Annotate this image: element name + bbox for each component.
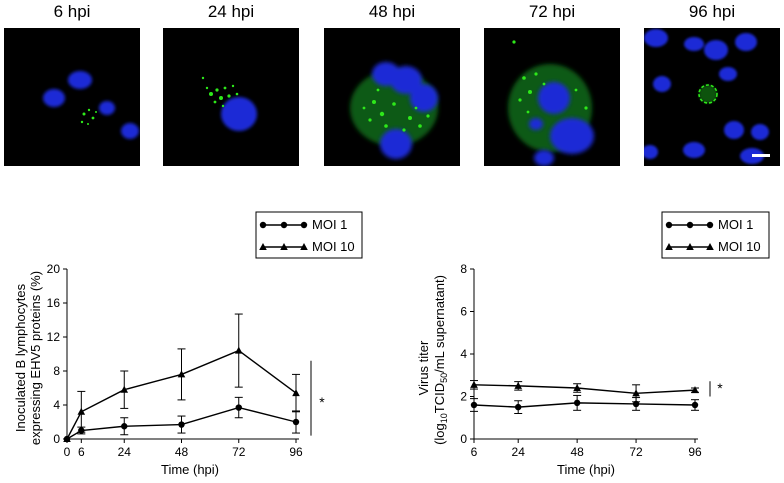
chart1-y-tick-label-1: 2: [460, 390, 467, 404]
chart1-point-0-1: [515, 403, 522, 411]
panel-title-48hpi: 48 hpi: [368, 2, 416, 21]
chart1-y-tick-label-2: 4: [460, 347, 467, 361]
chart1-y-tick-label-4: 8: [460, 262, 467, 276]
right-y-axis-label-open: (log: [432, 423, 447, 445]
chart1-point-1-1: [514, 381, 522, 389]
scale-bar: [752, 154, 770, 157]
chart0-x-tick-label-3: 48: [175, 445, 189, 459]
chart1-x-tick-label-1: 24: [512, 445, 526, 459]
chart0-point-1-0: [63, 435, 71, 442]
chart0-point-1-5: [292, 389, 300, 397]
chart1-point-1-2: [573, 384, 581, 391]
right-y-axis-label-sub2: 50: [439, 373, 449, 383]
left-legend-marker-moi1-1: [280, 221, 288, 229]
right-legend-marker-moi10-2: [706, 243, 714, 250]
right-legend-box: [661, 211, 770, 259]
right-y-axis-label-line2: (log10TCID50/mL supernatant): [432, 275, 449, 445]
right-legend-label-moi10: MOI 10: [718, 239, 761, 254]
right-legend-marker-moi1-1: [686, 221, 694, 229]
micrograph-48hpi: [324, 28, 460, 166]
chart0-point-0-4: [235, 404, 242, 411]
left-legend-label-moi1: MOI 1: [312, 217, 347, 232]
chart1-series-moi10: [470, 380, 699, 403]
right-x-axis-label: Time (hpi): [557, 462, 615, 477]
chart1-point-0-0: [470, 401, 478, 409]
chart0-x-tick-label-1: 6: [78, 445, 85, 459]
micrograph-24hpi: [163, 28, 299, 166]
micrograph-72hpi: [484, 28, 620, 166]
chart0-y-tick-label-3: 12: [47, 330, 61, 344]
chart0-point-1-4: [234, 346, 243, 354]
micrograph-6hpi: [4, 28, 140, 166]
right-y-axis-label-close: /mL supernatant): [432, 275, 447, 373]
left-legend-marker-moi1-2: [300, 221, 308, 229]
panel-title-72hpi: 72 hpi: [528, 2, 576, 21]
left-legend-marker-moi10-1: [280, 243, 288, 250]
left-legend-marker-moi10-0: [259, 243, 267, 250]
right-y-axis-label-sub1: 10: [439, 413, 449, 423]
left-legend: MOI 1 MOI 10: [255, 211, 363, 259]
chart1-x-tick-label-4: 96: [688, 445, 702, 459]
right-significance-marker: *: [717, 380, 723, 396]
chart0-point-0-2: [121, 423, 128, 430]
left-x-axis-label: Time (hpi): [161, 462, 219, 477]
chart0-series-line-1: [66, 349, 297, 440]
chart0-y-tick-label-4: 16: [47, 296, 61, 310]
chart1-x-tick-label-0: 6: [471, 445, 478, 459]
chart1-point-0-3: [632, 400, 640, 408]
chart1-x-tick-label-2: 48: [570, 445, 584, 459]
chart1-point-1-0: [470, 380, 478, 388]
panel-title-24hpi: 24 hpi: [207, 2, 255, 21]
chart0-point-1-3: [177, 370, 186, 378]
right-legend-marker-moi10-1: [686, 243, 694, 250]
chart0-x-tick-label-0: 0: [64, 445, 71, 459]
left-legend-marker-moi10-2: [300, 243, 308, 250]
right-legend-marker-moi10-0: [665, 243, 673, 250]
chart1-point-1-4: [691, 386, 699, 394]
panel-title-6hpi: 6 hpi: [53, 2, 91, 21]
chart0-x-tick-label-4: 72: [232, 445, 246, 459]
left-legend-marker-moi1-0: [259, 221, 267, 229]
chart0-y-tick-label-0: 0: [53, 432, 60, 446]
chart1-series-line-0: [473, 402, 696, 408]
chart0-y-tick-label-5: 20: [47, 262, 61, 276]
panel-title-96hpi: 96 hpi: [688, 2, 736, 21]
right-legend: MOI 1 MOI 10: [661, 211, 770, 259]
chart1-y-tick-label-0: 0: [460, 432, 467, 446]
chart1-point-1-3: [632, 389, 640, 397]
chart0-series-moi10: [63, 313, 300, 442]
chart1-point-0-2: [573, 399, 581, 407]
chart1-y-tick-label-3: 6: [460, 305, 467, 319]
right-legend-label-moi1: MOI 1: [718, 217, 753, 232]
right-legend-marker-moi1-2: [706, 221, 714, 229]
left-y-axis-label-line2: expressing EHV5 proteins (%): [28, 271, 43, 445]
right-legend-marker-moi1-0: [665, 221, 673, 229]
chart0-x-tick-label-5: 96: [289, 445, 303, 459]
chart1-series-line-1: [473, 384, 696, 395]
chart1-series-moi1: [470, 394, 699, 414]
chart0-point-0-5: [292, 418, 300, 426]
right-y-axis-label-line1: Virus titer: [416, 340, 431, 395]
chart0-x-tick-label-2: 24: [118, 445, 132, 459]
left-y-axis-label-line1: Inoculated B lymphocytes: [13, 283, 28, 432]
chart0-point-1-1: [77, 407, 86, 415]
chart1-x-tick-label-3: 72: [629, 445, 643, 459]
left-legend-label-moi10: MOI 10: [312, 239, 355, 254]
chart1-point-0-4: [691, 401, 699, 409]
chart0-y-tick-label-2: 8: [53, 364, 60, 378]
micrograph-96hpi: [644, 28, 780, 166]
right-y-axis-label-mid: TCID: [432, 383, 447, 413]
chart0-point-0-3: [178, 421, 185, 428]
left-significance-marker: *: [319, 394, 325, 410]
chart0-y-tick-label-1: 4: [53, 398, 60, 412]
chart0-point-1-2: [120, 385, 129, 393]
